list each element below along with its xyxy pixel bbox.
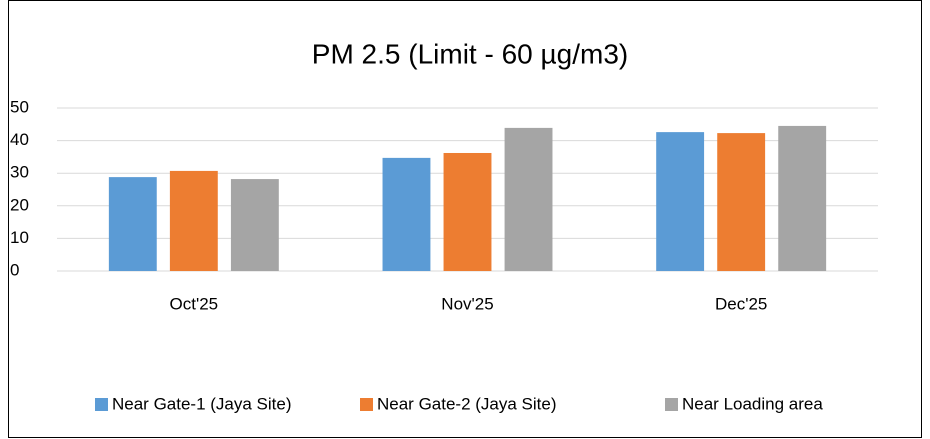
bar: [778, 125, 827, 272]
y-tick-label: 10: [10, 228, 29, 247]
x-tick-label: Nov'25: [441, 294, 493, 313]
bar: [717, 133, 766, 271]
legend-label: Near Gate-2 (Jaya Site): [377, 394, 557, 413]
bar: [230, 179, 279, 271]
bar: [656, 132, 705, 271]
bar: [443, 152, 492, 271]
x-tick-label: Dec'25: [715, 294, 767, 313]
legend-swatch: [95, 398, 108, 411]
bar: [504, 127, 553, 271]
y-tick-label: 30: [10, 163, 29, 182]
y-tick-label: 50: [10, 97, 29, 116]
y-tick-label: 40: [10, 130, 29, 149]
legend-label: Near Gate-1 (Jaya Site): [112, 394, 292, 413]
bar: [169, 170, 218, 271]
bar: [108, 177, 157, 271]
legend-swatch: [665, 398, 678, 411]
y-tick-label: 20: [10, 195, 29, 214]
chart-title: PM 2.5 (Limit - 60 µg/m3): [312, 38, 628, 69]
legend-label: Near Loading area: [682, 394, 823, 413]
legend-swatch: [360, 398, 373, 411]
y-tick-label: 0: [10, 260, 19, 279]
x-tick-label: Oct'25: [170, 294, 219, 313]
bar: [382, 157, 431, 271]
